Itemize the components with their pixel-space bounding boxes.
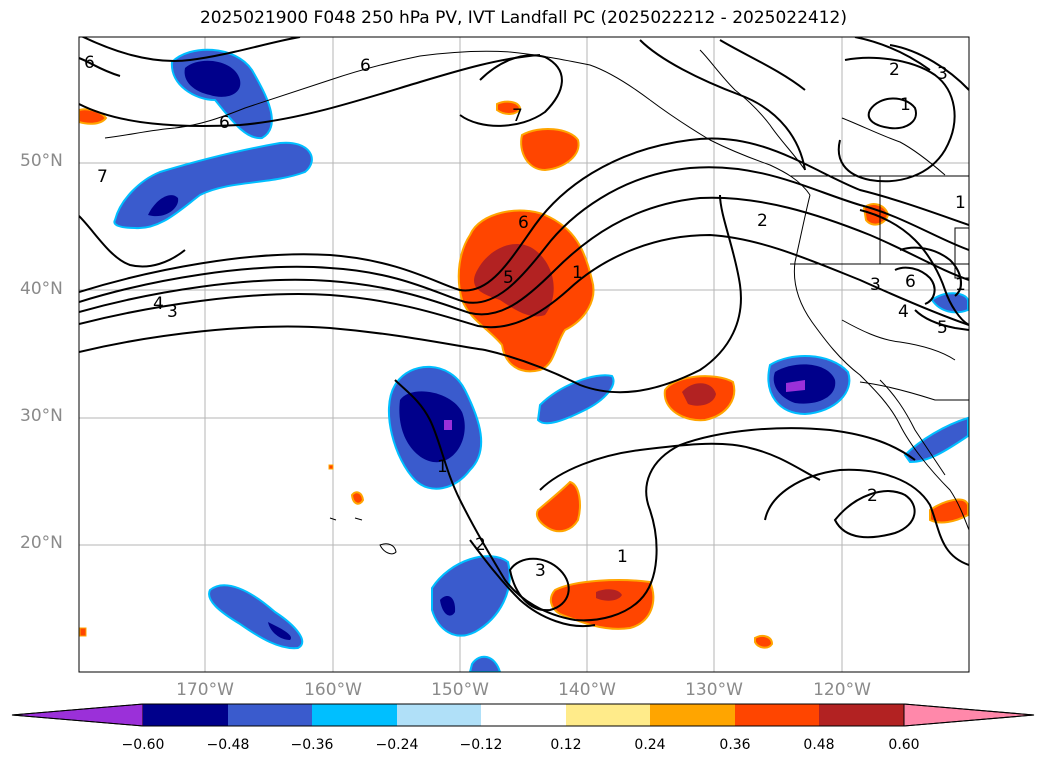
lat-label-30: 30°N — [20, 406, 63, 426]
contour-label: 1 — [437, 457, 448, 477]
colorbar-label: −0.12 — [459, 737, 503, 753]
blue-core-north-pacific — [148, 195, 179, 217]
contour-label: 1 — [955, 275, 966, 295]
colorbar-label: 0.60 — [888, 737, 920, 753]
contour-label: 4 — [898, 302, 909, 322]
contour-label: 7 — [512, 106, 523, 126]
blue-core-south-central — [440, 596, 456, 616]
contour-label: 1 — [900, 95, 911, 115]
contour-label: 3 — [535, 561, 546, 581]
contour-label: 5 — [937, 318, 948, 338]
blue-region-bottom — [468, 655, 502, 672]
coastlines — [104, 49, 969, 555]
contour-label: 6 — [518, 213, 529, 233]
purple-core-california — [786, 380, 805, 392]
colorbar-label: −0.36 — [290, 737, 334, 753]
contour-label: 1 — [955, 193, 966, 213]
map-frame — [78, 36, 970, 673]
darkred-core-south — [596, 589, 622, 601]
red-region-gulf — [496, 100, 522, 115]
lat-label-20: 20°N — [20, 533, 63, 553]
contour-label: 5 — [503, 268, 514, 288]
positive-anomalies — [79, 100, 969, 649]
contour-labels: 6 6 6 7 7 4 3 6 5 1 2 2 3 1 1 3 4 5 6 1 … — [84, 53, 966, 581]
map-title: 2025021900 F048 250 hPa PV, IVT Landfall… — [199, 8, 847, 28]
purple-core-subtropical — [444, 420, 452, 430]
negative-anomalies — [113, 48, 969, 672]
lon-label-150w: 150°W — [431, 680, 489, 700]
contour-label: 4 — [153, 294, 164, 314]
red-region-north — [520, 128, 580, 172]
red-region-dot2 — [328, 464, 334, 470]
lat-label-40: 40°N — [20, 279, 63, 299]
pv-contour-west — [79, 57, 121, 77]
lon-label-120w: 120°W — [813, 680, 871, 700]
blue-region-south-central — [431, 555, 511, 637]
contour-label: 2 — [889, 60, 900, 80]
colorbar-label: −0.60 — [121, 737, 165, 753]
red-region-westedge2 — [79, 627, 87, 637]
contour-label: 1 — [617, 547, 628, 567]
colorbar-label: 0.24 — [634, 737, 666, 753]
blue-region-mid-pacific — [536, 374, 615, 425]
lon-label-130w: 130°W — [685, 680, 743, 700]
contour-label: 1 — [572, 263, 583, 283]
colorbar-label: −0.48 — [206, 737, 250, 753]
lon-label-160w: 160°W — [304, 680, 362, 700]
colorbar-label: 0.12 — [550, 737, 582, 753]
contour-label: 3 — [937, 64, 948, 84]
lat-label-50: 50°N — [20, 151, 63, 171]
colorbar-label: 0.48 — [803, 737, 835, 753]
red-region-small-east — [754, 635, 774, 649]
contour-label: 3 — [870, 275, 881, 295]
contour-label: 7 — [97, 167, 108, 187]
red-region-dot1 — [350, 491, 365, 505]
blue-core-alaska — [184, 60, 241, 97]
pv-contours — [79, 37, 969, 628]
contour-label: 6 — [905, 272, 916, 292]
contour-label: 6 — [84, 53, 95, 73]
contour-label: 2 — [475, 535, 486, 555]
colorbar-label: 0.36 — [719, 737, 751, 753]
contour-label: 6 — [219, 113, 230, 133]
contour-label: 2 — [757, 211, 768, 231]
gridlines — [79, 37, 969, 672]
contour-label: 3 — [167, 302, 178, 322]
red-region-central — [535, 480, 581, 533]
red-region-south — [549, 579, 655, 630]
darkred-core-mid — [682, 383, 716, 406]
colorbar-label: −0.24 — [375, 737, 419, 753]
lon-label-170w: 170°W — [176, 680, 234, 700]
lon-label-140w: 140°W — [558, 680, 616, 700]
contour-label: 6 — [360, 56, 371, 76]
contour-label: 2 — [867, 486, 878, 506]
blue-core-south-west — [268, 622, 291, 640]
